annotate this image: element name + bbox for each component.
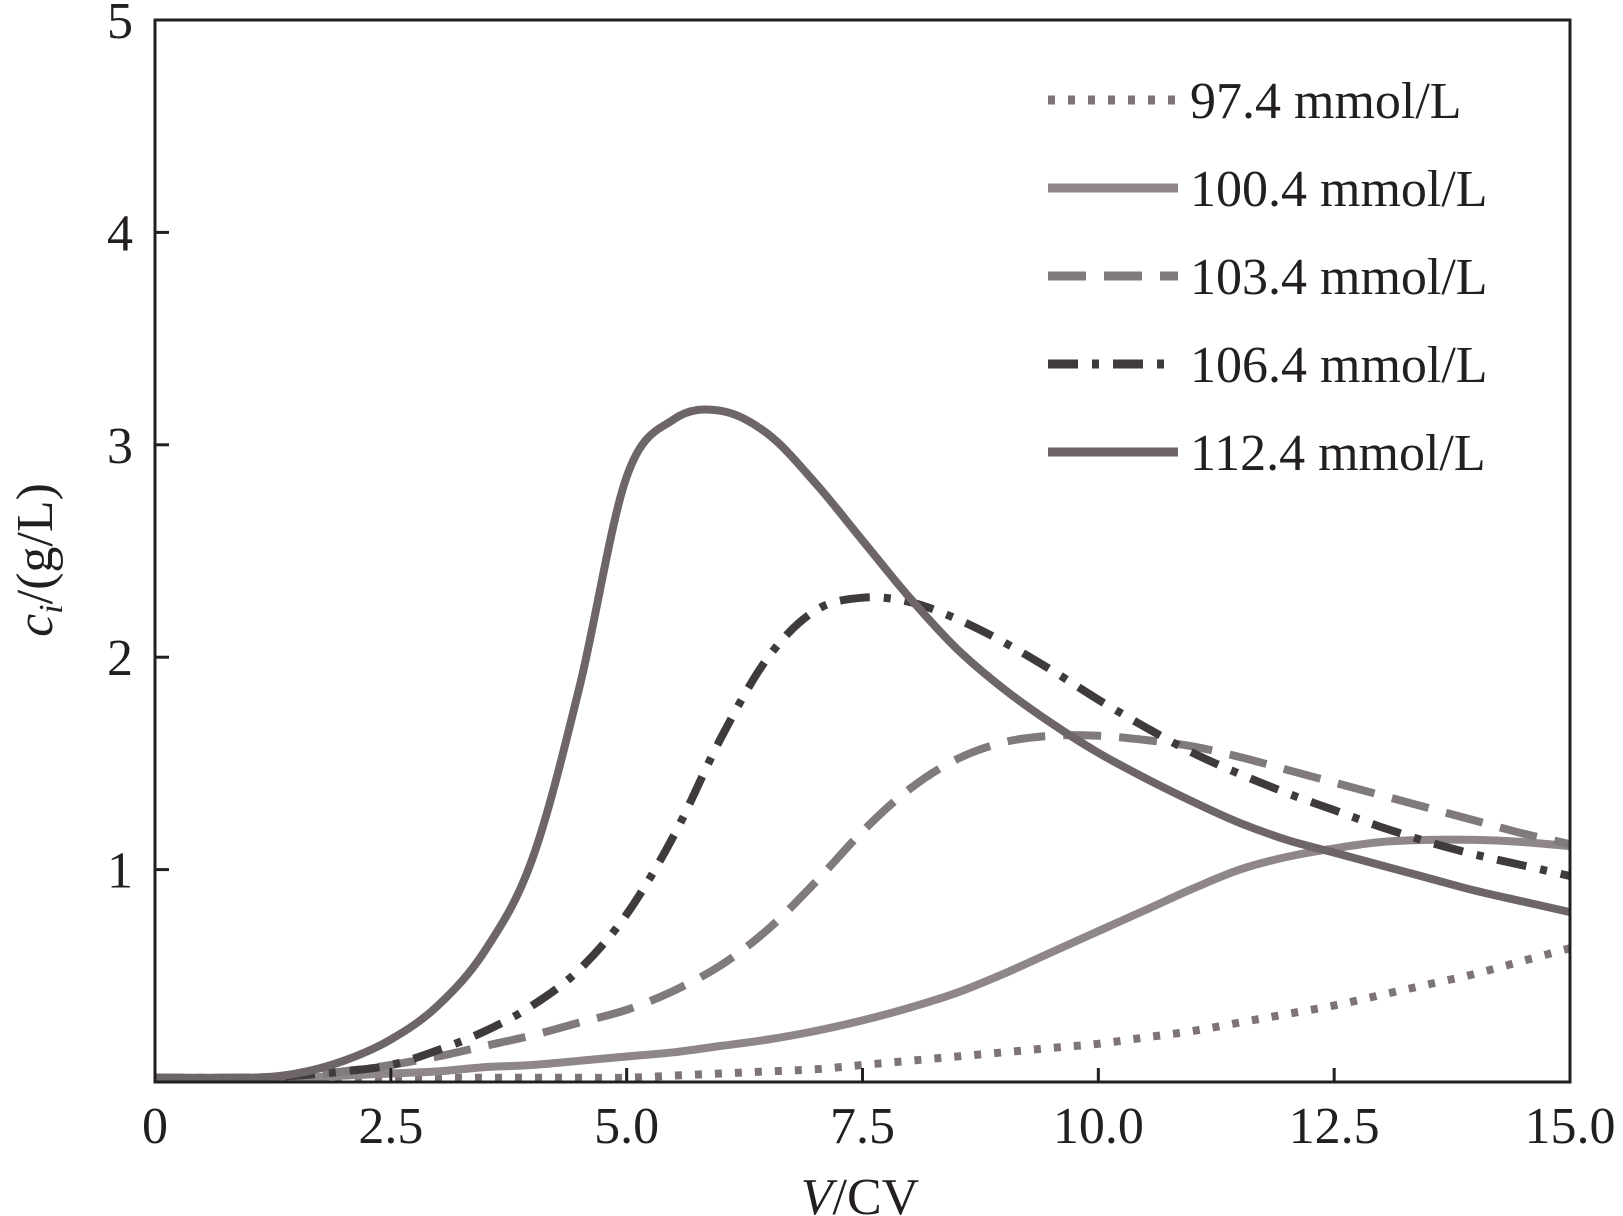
series-line-1 [155,944,1572,1082]
legend-label-3: 103.4 mmol/L [1190,249,1488,306]
x-tick-label: 15.0 [1525,1098,1616,1155]
x-tick-label: 12.5 [1289,1098,1380,1155]
y-axis-label: ci/(g/L) [7,483,70,637]
series-line-2 [155,835,1571,1082]
y-tick-label: 3 [107,418,133,475]
legend-label-1: 97.4 mmol/L [1190,73,1462,130]
series-line-4 [154,593,1571,1082]
x-axis-label: V/CV [801,1169,919,1216]
x-tick-label: 10.0 [1053,1098,1144,1155]
series-line-3 [154,731,1571,1082]
y-tick-label: 2 [107,630,133,687]
legend-label-5: 112.4 mmol/L [1190,425,1486,482]
axis-ticks: 0 2.5 5.0 7.5 10.0 12.5 15.0 1 2 3 4 5 [107,0,1616,1155]
legend: 97.4 mmol/L 100.4 mmol/L 103.4 mmol/L 106.4… [1048,73,1488,482]
y-tick-label: 5 [107,0,133,50]
series-curves [154,405,1572,1083]
legend-label-4: 106.4 mmol/L [1190,337,1488,394]
legend-label-2: 100.4 mmol/L [1190,161,1488,218]
y-tick-label: 4 [107,205,133,262]
x-tick-label: 0 [142,1098,168,1155]
x-tick-label: 7.5 [830,1098,895,1155]
series-line-5 [154,405,1571,1083]
x-tick-label: 2.5 [358,1098,423,1155]
y-tick-label: 1 [107,843,133,900]
x-tick-label: 5.0 [594,1098,659,1155]
